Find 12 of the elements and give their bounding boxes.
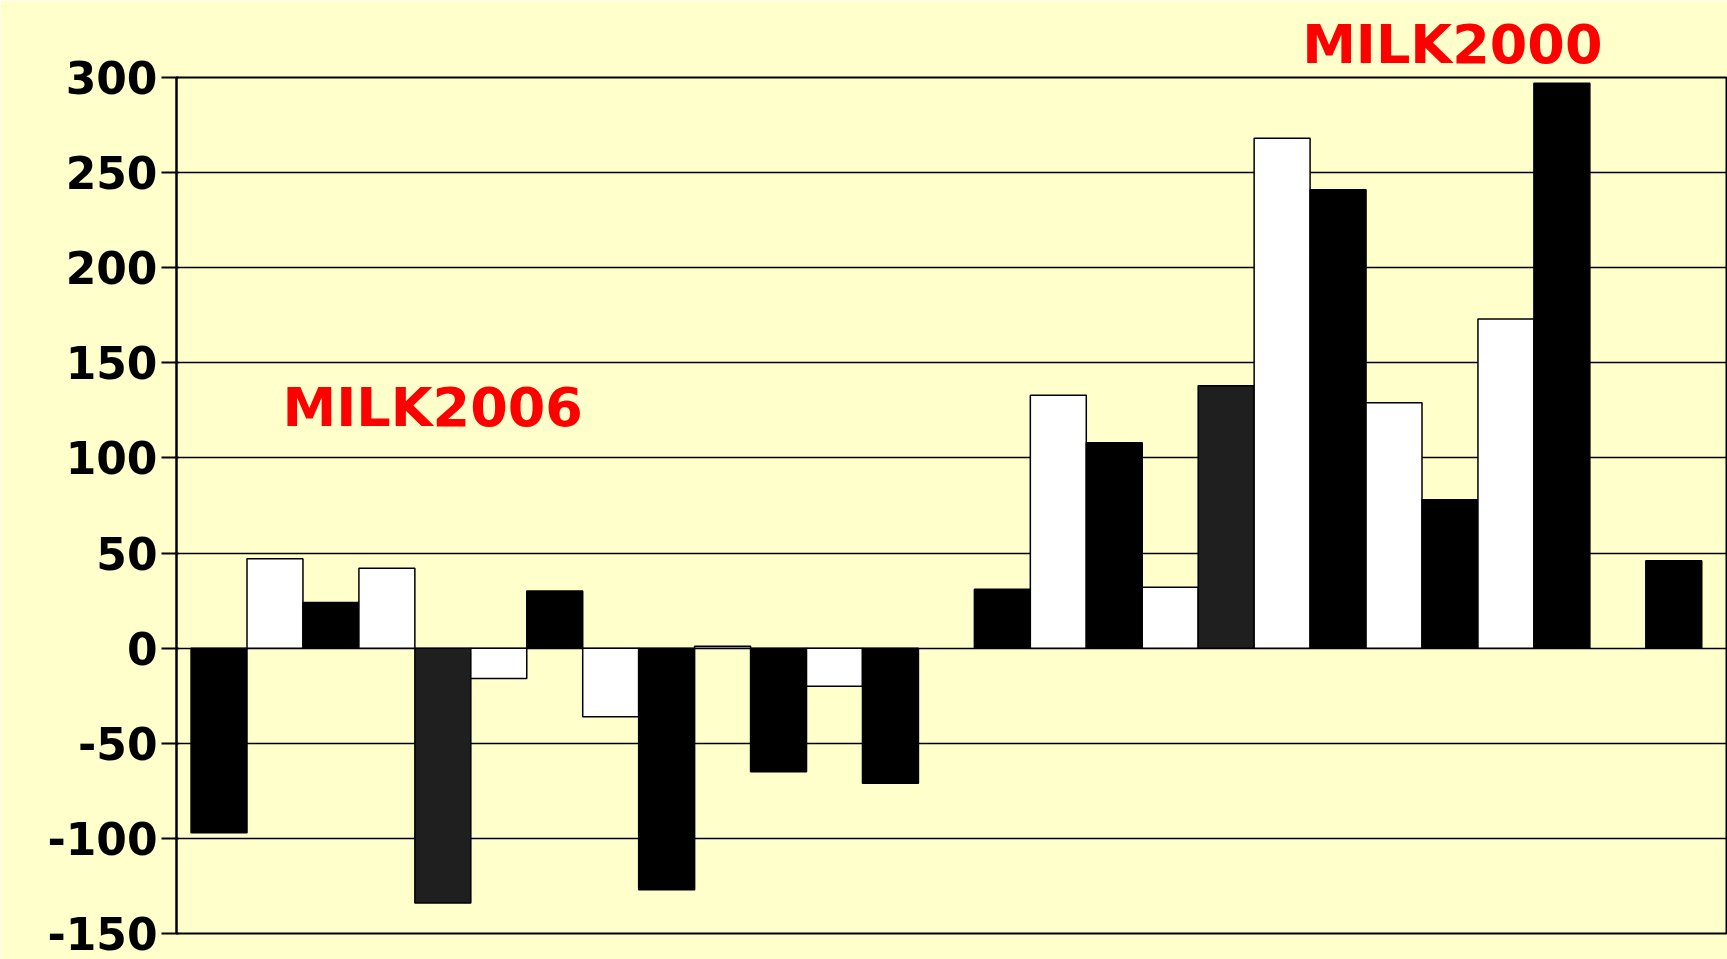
y-tick-label: -150 bbox=[47, 909, 158, 959]
y-tick-label: 150 bbox=[65, 338, 158, 390]
y-tick-label: -100 bbox=[47, 813, 158, 865]
y-tick-label: 100 bbox=[65, 433, 158, 485]
y-tick-label: 50 bbox=[96, 528, 158, 580]
y-tick-label: 0 bbox=[126, 623, 158, 675]
annotation: MILK2006 bbox=[282, 375, 583, 439]
y-tick-label: 200 bbox=[65, 243, 158, 295]
y-tick-label: 250 bbox=[65, 148, 158, 200]
text: MILK2000 bbox=[1302, 12, 1603, 76]
y-tick-label: -50 bbox=[78, 718, 158, 770]
y-tick-label: 300 bbox=[65, 53, 158, 104]
